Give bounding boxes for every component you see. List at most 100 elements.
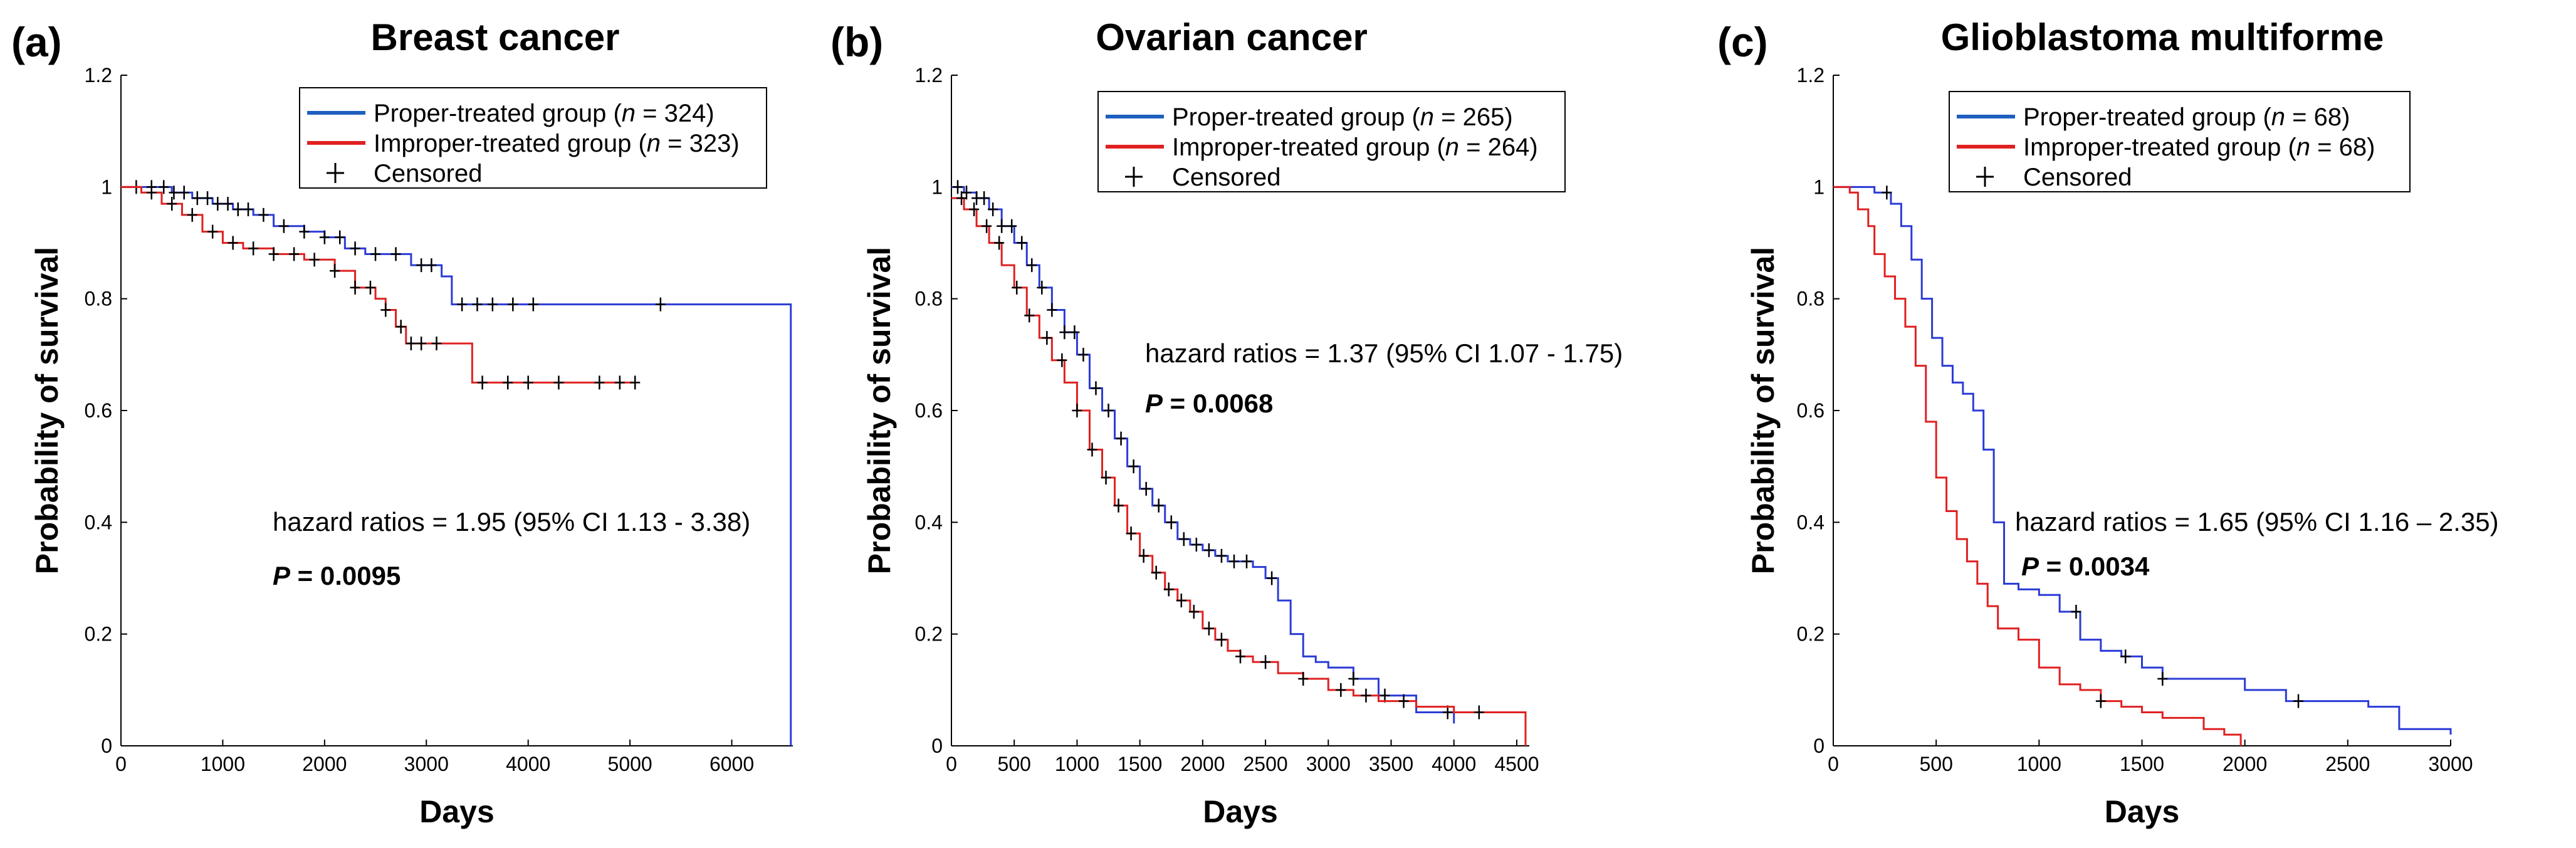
censored-mark-proper <box>1153 498 1164 513</box>
legend-entry-label: Proper-treated group (n = 265) <box>1172 103 1513 131</box>
panel-2: (b) Ovarian cancer 0 0.2 0.4 0.6 0.8 1 1.2 0 500 10… <box>830 16 1623 829</box>
panel-1: (a) Breast cancer 0 0.2 0.4 0.6 0.8 1 1.2 0 1000 20… <box>11 16 793 829</box>
censored-mark-proper <box>2071 605 2081 619</box>
censored-mark-proper <box>1203 543 1214 557</box>
censored-mark-improper <box>431 337 442 350</box>
censored-mark-improper <box>330 264 340 278</box>
legend-entry-label: Proper-treated group (n = 324) <box>374 100 715 127</box>
x-tick-label: 1500 <box>1118 753 1162 775</box>
x-tick-label: 5000 <box>608 753 652 775</box>
legend-box <box>1949 91 2411 192</box>
censored-mark-proper <box>1091 381 1101 395</box>
censored-mark-proper <box>988 202 998 216</box>
censored-mark-improper <box>1057 353 1067 367</box>
censored-mark-proper <box>370 247 381 261</box>
censored-mark-proper <box>223 197 233 211</box>
x-axis-label: Days <box>2105 794 2180 829</box>
censored-mark-proper <box>997 219 1007 233</box>
panel-letter: (c) <box>1717 19 1768 65</box>
censored-mark-improper <box>994 236 1005 250</box>
y-tick-label: 0.4 <box>1797 511 1825 533</box>
y-tick-label: 0 <box>1813 735 1825 757</box>
y-tick-label: 1.2 <box>1797 64 1825 86</box>
censored-mark-improper <box>289 247 300 261</box>
x-tick-label: 2000 <box>1180 753 1225 775</box>
censored-mark-proper <box>1078 347 1089 362</box>
x-tick-label: 3000 <box>2428 753 2473 775</box>
censored-mark-improper <box>207 224 218 239</box>
y-axis-label: Probability of survival <box>29 247 65 574</box>
censored-mark-proper <box>1059 325 1070 340</box>
x-tick-label: 0 <box>115 753 127 775</box>
censored-mark-improper <box>523 375 533 390</box>
censored-mark-proper <box>1348 672 1359 686</box>
censored-mark-proper <box>979 191 990 206</box>
censored-mark-proper <box>335 230 345 244</box>
legend-entry-label: Censored <box>2023 164 2132 191</box>
censored-mark-improper <box>614 375 625 390</box>
censored-mark-proper <box>1267 571 1277 585</box>
censored-mark-proper <box>1027 258 1037 273</box>
censored-mark-improper <box>1072 404 1082 417</box>
p-value-annotation: P = 0.0095 <box>273 561 401 590</box>
chart-title: Breast cancer <box>371 16 620 58</box>
censored-mark-proper <box>953 180 963 194</box>
censored-mark-proper <box>1037 280 1047 295</box>
x-tick-label: 4000 <box>1432 753 1476 775</box>
censored-mark-proper <box>350 241 360 256</box>
x-tick-label: 6000 <box>709 753 754 775</box>
p-value-annotation: P = 0.0034 <box>2021 552 2150 581</box>
censored-mark-improper <box>982 219 992 233</box>
censored-mark-improper <box>1203 621 1214 636</box>
hazard-ratio-annotation: hazard ratios = 1.65 (95% CI 1.16 – 2.35… <box>2015 507 2499 537</box>
censored-mark-improper <box>2095 694 2106 708</box>
y-tick-label: 0.4 <box>915 511 943 533</box>
legend-entry-label: Censored <box>1172 164 1280 191</box>
censored-mark-proper <box>1178 532 1189 547</box>
censored-mark-proper <box>426 258 437 273</box>
censored-mark-proper <box>961 186 972 200</box>
censored-mark-improper <box>1087 442 1097 457</box>
censored-mark-improper <box>1298 672 1309 686</box>
censored-mark-proper <box>1228 554 1239 568</box>
censored-mark-proper <box>1017 236 1027 250</box>
legend: Proper-treated group (n = 265)Improper-t… <box>1097 91 1566 192</box>
censored-mark-proper <box>2157 672 2168 686</box>
x-tick-label: 1000 <box>201 753 245 775</box>
censored-mark-improper <box>477 375 488 390</box>
censored-mark-proper <box>1191 538 1202 552</box>
y-tick-label: 0.8 <box>1797 288 1825 310</box>
censored-mark-proper <box>1128 459 1139 474</box>
censored-mark-improper <box>416 337 427 350</box>
censored-mark-improper <box>228 236 238 250</box>
x-tick-label: 2500 <box>1243 753 1287 775</box>
proper-treated-curve <box>951 186 1455 724</box>
censored-mark-proper <box>243 202 254 216</box>
censored-mark-improper <box>1260 655 1271 669</box>
hazard-ratio-annotation: hazard ratios = 1.95 (95% CI 1.13 - 3.38… <box>273 507 750 537</box>
y-axis-label: Probability of survival <box>1746 247 1781 574</box>
censored-mark-improper <box>1398 694 1409 708</box>
legend-entry-label: Improper-treated group (n = 264) <box>1172 133 1538 161</box>
x-tick-label: 3000 <box>404 753 449 775</box>
y-tick-label: 1.2 <box>85 64 112 86</box>
censored-mark-improper <box>1336 683 1346 697</box>
x-tick-label: 1500 <box>2120 753 2164 775</box>
censored-mark-proper <box>1166 515 1176 530</box>
censored-mark-proper <box>1103 404 1114 417</box>
censored-mark-proper <box>1216 548 1227 563</box>
censored-mark-improper <box>1188 605 1199 619</box>
censored-mark-improper <box>1361 688 1371 703</box>
y-tick-label: 1.2 <box>915 64 943 86</box>
legend-entry-label: Improper-treated group (n = 323) <box>374 130 740 157</box>
chart-title: Ovarian cancer <box>1096 16 1368 58</box>
y-tick-label: 0.6 <box>915 399 943 422</box>
censored-mark-improper <box>956 191 967 206</box>
y-tick-label: 0.6 <box>1797 399 1825 422</box>
y-axis-label: Probability of survival <box>862 247 897 574</box>
censored-mark-improper <box>406 337 416 350</box>
censored-mark-proper <box>1141 481 1151 496</box>
y-tick-label: 0.6 <box>85 399 112 422</box>
legend-censored-marker <box>1976 167 1994 187</box>
censored-mark-proper <box>472 297 483 311</box>
